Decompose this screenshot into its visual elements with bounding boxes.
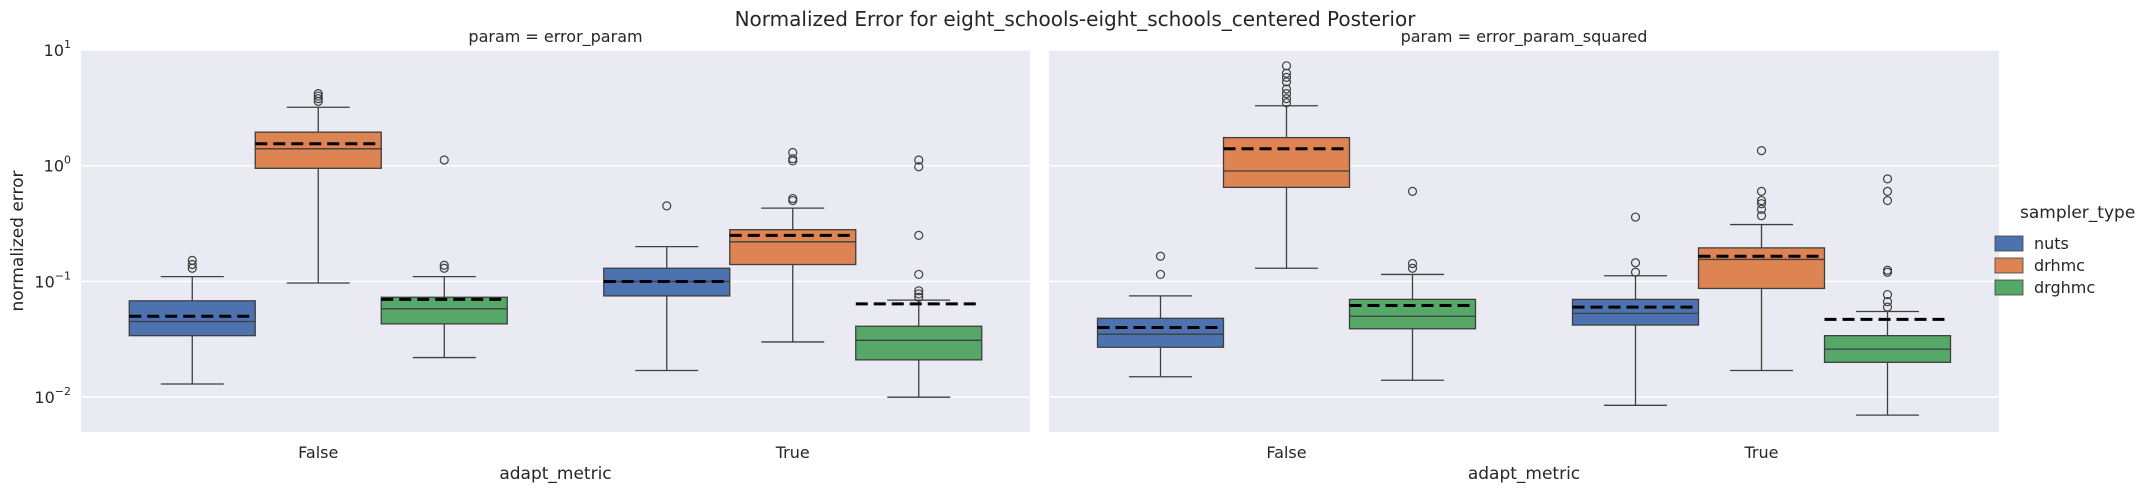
outlier-point [788,154,798,164]
panel-title: param = error_param [468,27,642,47]
box-drhmc [254,88,382,284]
outlier-point [1882,195,1893,206]
box-iqr [254,131,382,169]
outlier-point [914,289,924,299]
legend-label-drghmc: drghmc [2034,278,2095,297]
outlier-point [1630,212,1641,222]
outlier-point [313,88,323,99]
plot-area [81,50,1030,432]
box-drghmc [1348,186,1477,381]
outlier-point [1155,251,1166,261]
box-iqr [1571,298,1700,326]
outlier-point [187,259,197,270]
outlier-point [1281,98,1292,108]
box-drhmc [1222,61,1351,269]
outlier-point [1756,204,1767,214]
y-tick-label: 101 [44,38,71,60]
panel-2: param = error_param_squared adapt_metric F… [1049,27,1999,484]
box-drghmc [855,155,983,398]
outlier-point [1281,84,1292,94]
y-axis-label: normalized error [8,170,28,311]
box-iqr [1222,136,1351,189]
outlier-point [1756,199,1767,209]
outlier-point [313,91,323,101]
x-axis-label: adapt_metric [499,464,611,484]
outlier-point [914,155,924,165]
box-nuts [128,255,256,385]
outlier-point [1407,258,1418,269]
outlier-point [313,94,323,104]
outlier-point [1756,146,1767,156]
y-tick-label: 100 [44,154,71,176]
x-tick-label: False [1266,443,1306,462]
outlier-point [1155,269,1166,280]
box-nuts [1571,212,1700,406]
x-tick-label: False [298,443,338,462]
legend-title: sampler_type [2020,203,2135,223]
x-tick-label: True [1744,443,1779,462]
outlier-point [1882,302,1893,312]
outlier-point [662,201,672,211]
outlier-point [1756,211,1767,221]
panel-title: param = error_param_squared [1401,27,1648,47]
outlier-point [1281,77,1292,87]
chart-title: Normalized Error for eight_schools-eight… [735,7,1417,31]
y-tick-label: 10−2 [34,385,71,407]
y-tick-label: 10−1 [34,269,71,291]
outlier-point [914,269,924,280]
outlier-point [1882,296,1893,307]
legend-swatch-drghmc [1994,279,2024,296]
outlier-point [1882,265,1893,275]
outlier-point [1756,186,1767,196]
legend-label-drhmc: drhmc [2034,256,2085,275]
outlier-point [788,147,798,158]
box-nuts [1096,251,1225,378]
x-axis-label: adapt_metric [1468,464,1580,484]
box-drghmc [1823,174,1952,416]
outlier-point [1281,72,1292,82]
box-iqr [855,325,983,361]
outlier-point [439,260,449,270]
box-drghmc [380,155,508,359]
outlier-point [914,230,924,240]
plot-area [1049,50,1999,432]
box-drhmc [729,147,857,343]
legend-label-nuts: nuts [2034,234,2069,253]
outlier-point [1882,174,1893,184]
outlier-point [1281,88,1292,99]
outlier-point [1281,61,1292,71]
box-iqr [1348,298,1477,330]
legend-swatch-drhmc [1994,257,2024,274]
box-iqr [128,300,256,337]
panel-1: 10−2 10−1 100 101 param = error_param adapt_m… [34,27,1030,484]
outlier-point [439,263,449,273]
box-iqr [1096,317,1225,348]
outlier-point [1407,186,1418,196]
outlier-point [914,162,924,172]
outlier-point [1756,195,1767,206]
outlier-point [1882,186,1893,196]
panels: 10−2 10−1 100 101 param = error_param adapt_m… [34,27,1999,484]
box-nuts [603,201,731,372]
outlier-point [1407,263,1418,273]
outlier-point [788,193,798,204]
outlier-point [439,155,449,165]
outlier-point [914,286,924,296]
outlier-point [1281,94,1292,104]
box-iqr [380,296,508,325]
x-tick-label: True [775,443,810,462]
outlier-point [914,292,924,302]
outlier-point [1882,289,1893,300]
outlier-point [1630,258,1641,268]
outlier-point [187,255,197,265]
outlier-point [1630,267,1641,277]
box-iqr [1697,247,1826,290]
legend-swatch-nuts [1994,235,2024,252]
box-drhmc [1697,146,1826,372]
